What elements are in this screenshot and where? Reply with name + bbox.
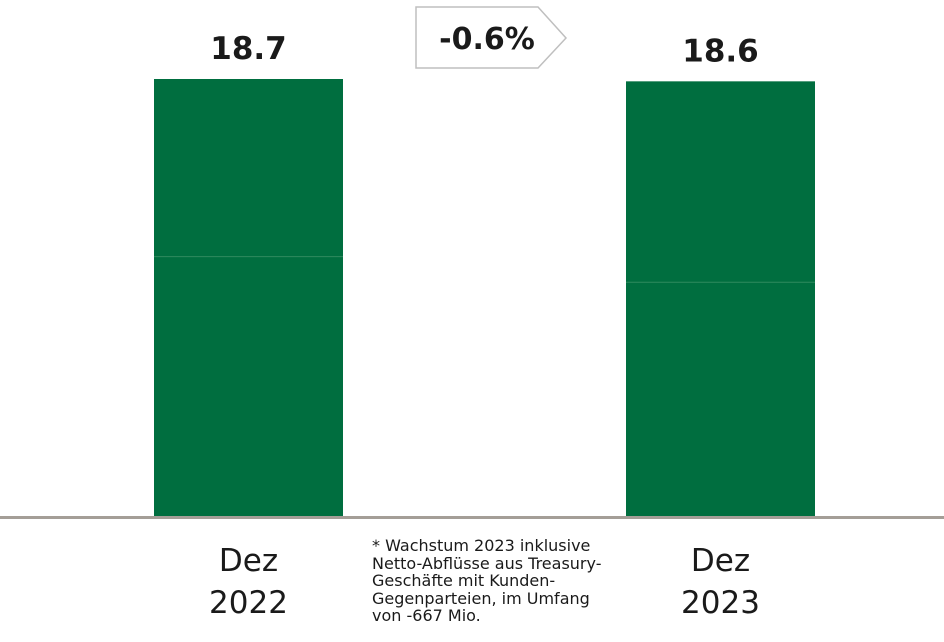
change-arrow-shape <box>415 6 568 69</box>
total-label: 18.6 <box>682 33 759 69</box>
bar-segment-2-1 <box>626 282 815 516</box>
bar-segment-1-2 <box>154 79 343 257</box>
total-label: 18.7 <box>210 31 287 67</box>
category-label: Dez 2023 <box>681 543 760 621</box>
change-callout: -0.6% <box>415 6 568 69</box>
bar-segment-1-1 <box>154 256 343 516</box>
bar-segment-2-2 <box>626 81 815 283</box>
bars-group <box>154 79 815 516</box>
category-label: Dez 2022 <box>209 543 288 621</box>
category-labels-group: Dez 2022 Dez 2023 <box>209 543 760 621</box>
total-labels-group: 18.7 18.6 <box>210 31 759 69</box>
change-label: -0.6% <box>439 22 535 57</box>
footnote: * Wachstum 2023 inklusive Netto-Abflüsse… <box>372 536 602 625</box>
